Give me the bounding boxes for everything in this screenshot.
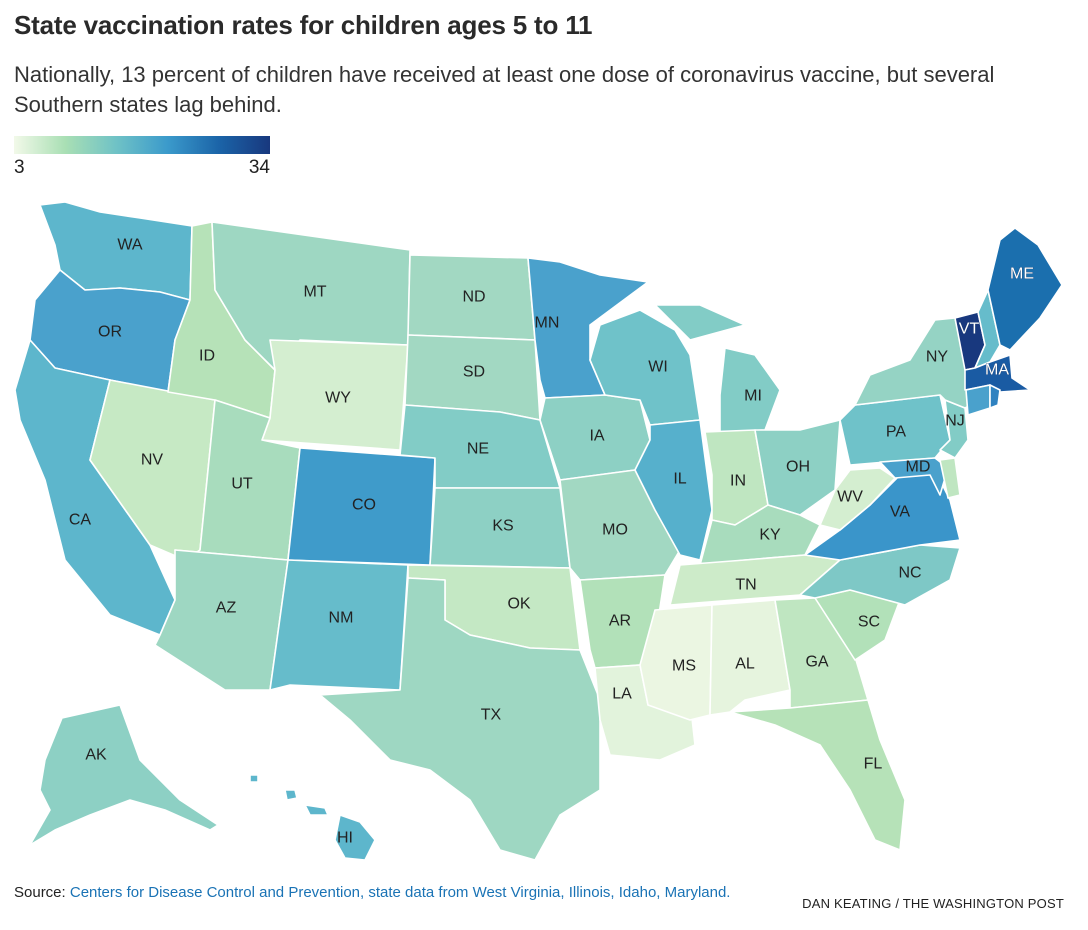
state-label-ut: UT bbox=[231, 476, 253, 493]
chart-title: State vaccination rates for children age… bbox=[14, 10, 593, 40]
source-link[interactable]: Centers for Disease Control and Preventi… bbox=[69, 884, 731, 901]
state-label-tn: TN bbox=[735, 577, 756, 594]
state-nm[interactable] bbox=[269, 559, 409, 691]
state-hi[interactable] bbox=[249, 774, 376, 861]
legend-labels: 3 34 bbox=[14, 154, 270, 178]
state-ny[interactable] bbox=[854, 317, 971, 409]
state-ri[interactable] bbox=[989, 384, 1001, 409]
state-md[interactable] bbox=[879, 457, 949, 496]
state-label-va: VA bbox=[890, 504, 910, 521]
chart-subtitle: Nationally, 13 percent of children have … bbox=[14, 62, 995, 117]
state-label-oh: OH bbox=[786, 459, 810, 476]
state-label-ky: KY bbox=[759, 527, 781, 544]
state-label-sc: SC bbox=[858, 614, 880, 631]
state-label-nd: ND bbox=[462, 289, 485, 306]
state-label-ia: IA bbox=[589, 428, 604, 445]
state-label-mn: MN bbox=[535, 315, 560, 332]
legend-max-label: 34 bbox=[248, 157, 270, 178]
state-label-mo: MO bbox=[602, 522, 628, 539]
state-label-ms: MS bbox=[672, 658, 696, 675]
state-label-al: AL bbox=[735, 656, 755, 673]
state-ct[interactable] bbox=[965, 384, 991, 416]
source-note: Source: Centers for Disease Control and … bbox=[14, 883, 774, 903]
state-label-id: ID bbox=[199, 348, 215, 365]
state-label-hi: HI bbox=[337, 830, 353, 847]
state-label-ak: AK bbox=[85, 747, 107, 764]
state-fl[interactable] bbox=[729, 699, 906, 851]
state-label-la: LA bbox=[612, 686, 632, 703]
color-legend: 3 34 bbox=[14, 136, 270, 178]
state-label-sd: SD bbox=[463, 364, 485, 381]
state-wv[interactable] bbox=[819, 467, 896, 531]
state-label-ne: NE bbox=[467, 441, 489, 458]
state-label-fl: FL bbox=[864, 756, 883, 773]
state-label-mt: MT bbox=[303, 284, 326, 301]
state-label-ok: OK bbox=[507, 596, 530, 613]
state-label-ar: AR bbox=[609, 613, 631, 630]
state-ak[interactable] bbox=[29, 704, 219, 846]
state-de[interactable] bbox=[939, 457, 961, 499]
state-label-nm: NM bbox=[329, 610, 354, 627]
state-label-ks: KS bbox=[492, 518, 513, 535]
state-label-az: AZ bbox=[216, 600, 237, 617]
legend-gradient-bar bbox=[14, 136, 270, 154]
state-label-nv: NV bbox=[141, 452, 164, 469]
source-prefix: Source: bbox=[14, 884, 70, 901]
state-label-nc: NC bbox=[898, 565, 921, 582]
state-label-or: OR bbox=[98, 324, 122, 341]
state-label-wi: WI bbox=[648, 359, 668, 376]
state-label-wy: WY bbox=[325, 390, 351, 407]
state-label-tx: TX bbox=[481, 707, 502, 724]
state-label-ca: CA bbox=[69, 512, 92, 529]
state-me[interactable] bbox=[987, 227, 1063, 351]
state-az[interactable] bbox=[154, 549, 289, 691]
state-label-ma: MA bbox=[985, 362, 1009, 379]
state-label-co: CO bbox=[352, 497, 376, 514]
state-label-nj: NJ bbox=[945, 413, 965, 430]
legend-min-label: 3 bbox=[14, 157, 25, 178]
state-label-pa: PA bbox=[886, 424, 906, 441]
state-il[interactable] bbox=[634, 419, 713, 561]
state-label-wa: WA bbox=[117, 237, 143, 254]
state-label-ny: NY bbox=[926, 349, 949, 366]
state-label-ga: GA bbox=[805, 654, 828, 671]
state-label-md: MD bbox=[906, 459, 931, 476]
state-tx[interactable] bbox=[319, 577, 601, 861]
state-label-mi: MI bbox=[744, 388, 762, 405]
state-label-me: ME bbox=[1010, 266, 1034, 283]
state-label-il: IL bbox=[673, 471, 686, 488]
state-label-vt: VT bbox=[959, 321, 980, 338]
byline-credit: DAN KEATING / THE WASHINGTON POST bbox=[802, 896, 1064, 911]
state-label-wv: WV bbox=[837, 489, 863, 506]
state-label-in: IN bbox=[730, 473, 746, 490]
